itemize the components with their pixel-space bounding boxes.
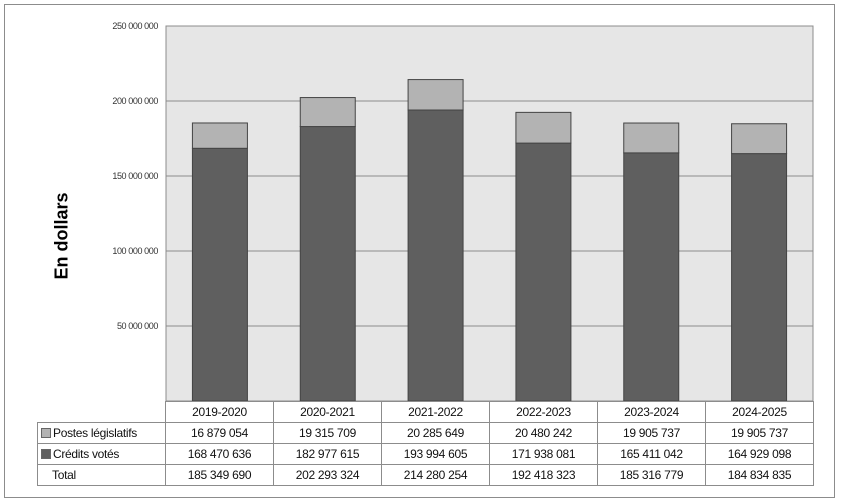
y-axis-label: En dollars bbox=[51, 192, 72, 280]
data-label: 16 879 054 bbox=[165, 422, 274, 444]
total-label: Total bbox=[37, 464, 166, 486]
bar-postes-legislatifs bbox=[623, 122, 680, 154]
data-label: 193 994 605 bbox=[381, 443, 490, 465]
legend-postes-legislatifs: Postes législatifs bbox=[37, 422, 166, 444]
table-header-row: 2019-2020 2020-2021 2021-2022 2022-2023 2023… bbox=[37, 401, 814, 423]
data-label: 20 285 649 bbox=[381, 422, 490, 444]
data-label: 19 905 737 bbox=[597, 422, 706, 444]
data-label: 182 977 615 bbox=[273, 443, 382, 465]
plot-area bbox=[165, 25, 814, 402]
y-tick-label: 200 000 000 bbox=[112, 96, 158, 106]
bar-credits-votes bbox=[731, 153, 788, 402]
bar-postes-legislatifs bbox=[515, 111, 572, 144]
y-tick-label: 150 000 000 bbox=[112, 171, 158, 181]
bar-postes-legislatifs bbox=[299, 97, 356, 128]
data-label: 202 293 324 bbox=[273, 464, 382, 486]
bar-credits-votes bbox=[299, 126, 356, 402]
x-tick-label: 2019-2020 bbox=[165, 401, 274, 423]
bar-postes-legislatifs bbox=[191, 122, 248, 149]
x-tick-label: 2024-2025 bbox=[705, 401, 814, 423]
data-label: 171 938 081 bbox=[489, 443, 598, 465]
bar-postes-legislatifs bbox=[731, 123, 788, 155]
x-tick-label: 2022-2023 bbox=[489, 401, 598, 423]
legend-swatch-light bbox=[41, 428, 51, 438]
series-name: Postes législatifs bbox=[53, 426, 137, 440]
bar-credits-votes bbox=[407, 109, 464, 402]
chart-frame bbox=[4, 4, 835, 498]
data-table: 2019-2020 2020-2021 2021-2022 2022-2023 2023… bbox=[37, 401, 814, 486]
corner-cell bbox=[37, 401, 166, 423]
series-name: Crédits votés bbox=[53, 447, 120, 461]
y-tick-label: 50 000 000 bbox=[117, 321, 158, 331]
data-label: 192 418 323 bbox=[489, 464, 598, 486]
x-tick-label: 2021-2022 bbox=[381, 401, 490, 423]
legend-swatch-dark bbox=[41, 449, 51, 459]
y-tick-label: 100 000 000 bbox=[112, 246, 158, 256]
bar-credits-votes bbox=[515, 142, 572, 402]
data-label: 185 349 690 bbox=[165, 464, 274, 486]
data-label: 185 316 779 bbox=[597, 464, 706, 486]
table-row-postes-legislatifs: Postes législatifs 16 879 054 19 315 709 2… bbox=[37, 422, 814, 444]
data-label: 165 411 042 bbox=[597, 443, 706, 465]
bar-credits-votes bbox=[623, 152, 680, 402]
data-label: 184 834 835 bbox=[705, 464, 814, 486]
data-label: 214 280 254 bbox=[381, 464, 490, 486]
data-label: 164 929 098 bbox=[705, 443, 814, 465]
bar-postes-legislatifs bbox=[407, 79, 464, 111]
data-label: 168 470 636 bbox=[165, 443, 274, 465]
bar-credits-votes bbox=[191, 147, 248, 402]
legend-credits-votes: Crédits votés bbox=[37, 443, 166, 465]
data-label: 19 905 737 bbox=[705, 422, 814, 444]
table-row-credits-votes: Crédits votés 168 470 636 182 977 615 193 … bbox=[37, 443, 814, 465]
x-tick-label: 2023-2024 bbox=[597, 401, 706, 423]
table-row-total: Total 185 349 690 202 293 324 214 280 254 1… bbox=[37, 464, 814, 486]
y-tick-label: 250 000 000 bbox=[112, 21, 158, 31]
data-label: 19 315 709 bbox=[273, 422, 382, 444]
data-label: 20 480 242 bbox=[489, 422, 598, 444]
x-tick-label: 2020-2021 bbox=[273, 401, 382, 423]
